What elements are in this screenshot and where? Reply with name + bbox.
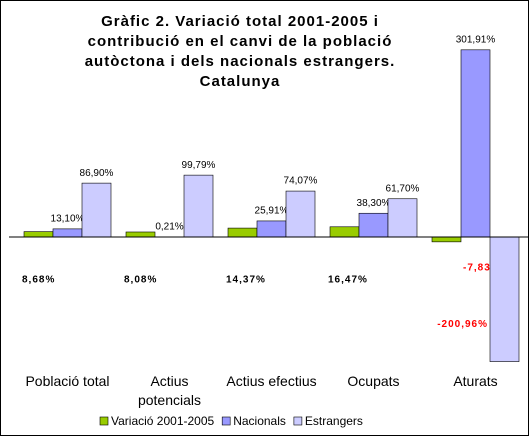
value-label: 86,90% (80, 168, 114, 179)
value-label: 0,21% (155, 222, 183, 233)
value-label: 8,68% (22, 275, 55, 286)
x-tick-label: Actius potencials (137, 373, 202, 408)
x-tick-label: Actius efectius (226, 373, 317, 389)
value-label: 25,91% (255, 206, 289, 217)
bar (125, 231, 156, 238)
value-label: 301,91% (456, 34, 496, 45)
bar (285, 190, 316, 238)
value-label: -7,83% (463, 263, 501, 274)
chart-title: Gràfic 2. Variació total 2001-2005 i (101, 13, 379, 30)
bar (52, 228, 83, 238)
bar (329, 226, 360, 238)
value-label: 99,79% (182, 160, 216, 171)
bar (387, 198, 418, 238)
bar (227, 227, 258, 238)
x-tick-label: Aturats (453, 373, 498, 389)
bar (256, 220, 287, 238)
bar (183, 174, 214, 238)
legend-label: Variació 2001-2005 (111, 414, 215, 428)
x-tick-label: Població total (25, 373, 110, 389)
bar (23, 231, 54, 238)
legend-swatch (293, 416, 303, 426)
value-label: 38,30% (357, 198, 391, 209)
x-tick-label: Ocupats (347, 373, 400, 389)
value-label: -200,96% (437, 319, 488, 330)
value-label: 14,37% (226, 275, 266, 286)
value-label: 61,70% (386, 183, 420, 194)
chart-title: autòctona i dels nacionals estrangers. (85, 53, 396, 70)
bar (431, 236, 462, 243)
value-label: 74,07% (284, 176, 318, 187)
chart-title: Catalunya (200, 73, 281, 90)
value-label: 13,10% (51, 214, 85, 225)
chart-title: contribució en el canvi de la població (88, 33, 393, 50)
bar (489, 236, 520, 362)
bar (460, 49, 491, 238)
value-label: 16,47% (328, 275, 368, 286)
bar (81, 182, 112, 238)
legend-label: Nacionals (233, 414, 286, 428)
value-label: 8,08% (124, 275, 157, 286)
legend-swatch (221, 416, 231, 426)
legend-swatch (99, 416, 109, 426)
bar (358, 212, 389, 238)
legend-label: Estrangers (305, 414, 363, 428)
